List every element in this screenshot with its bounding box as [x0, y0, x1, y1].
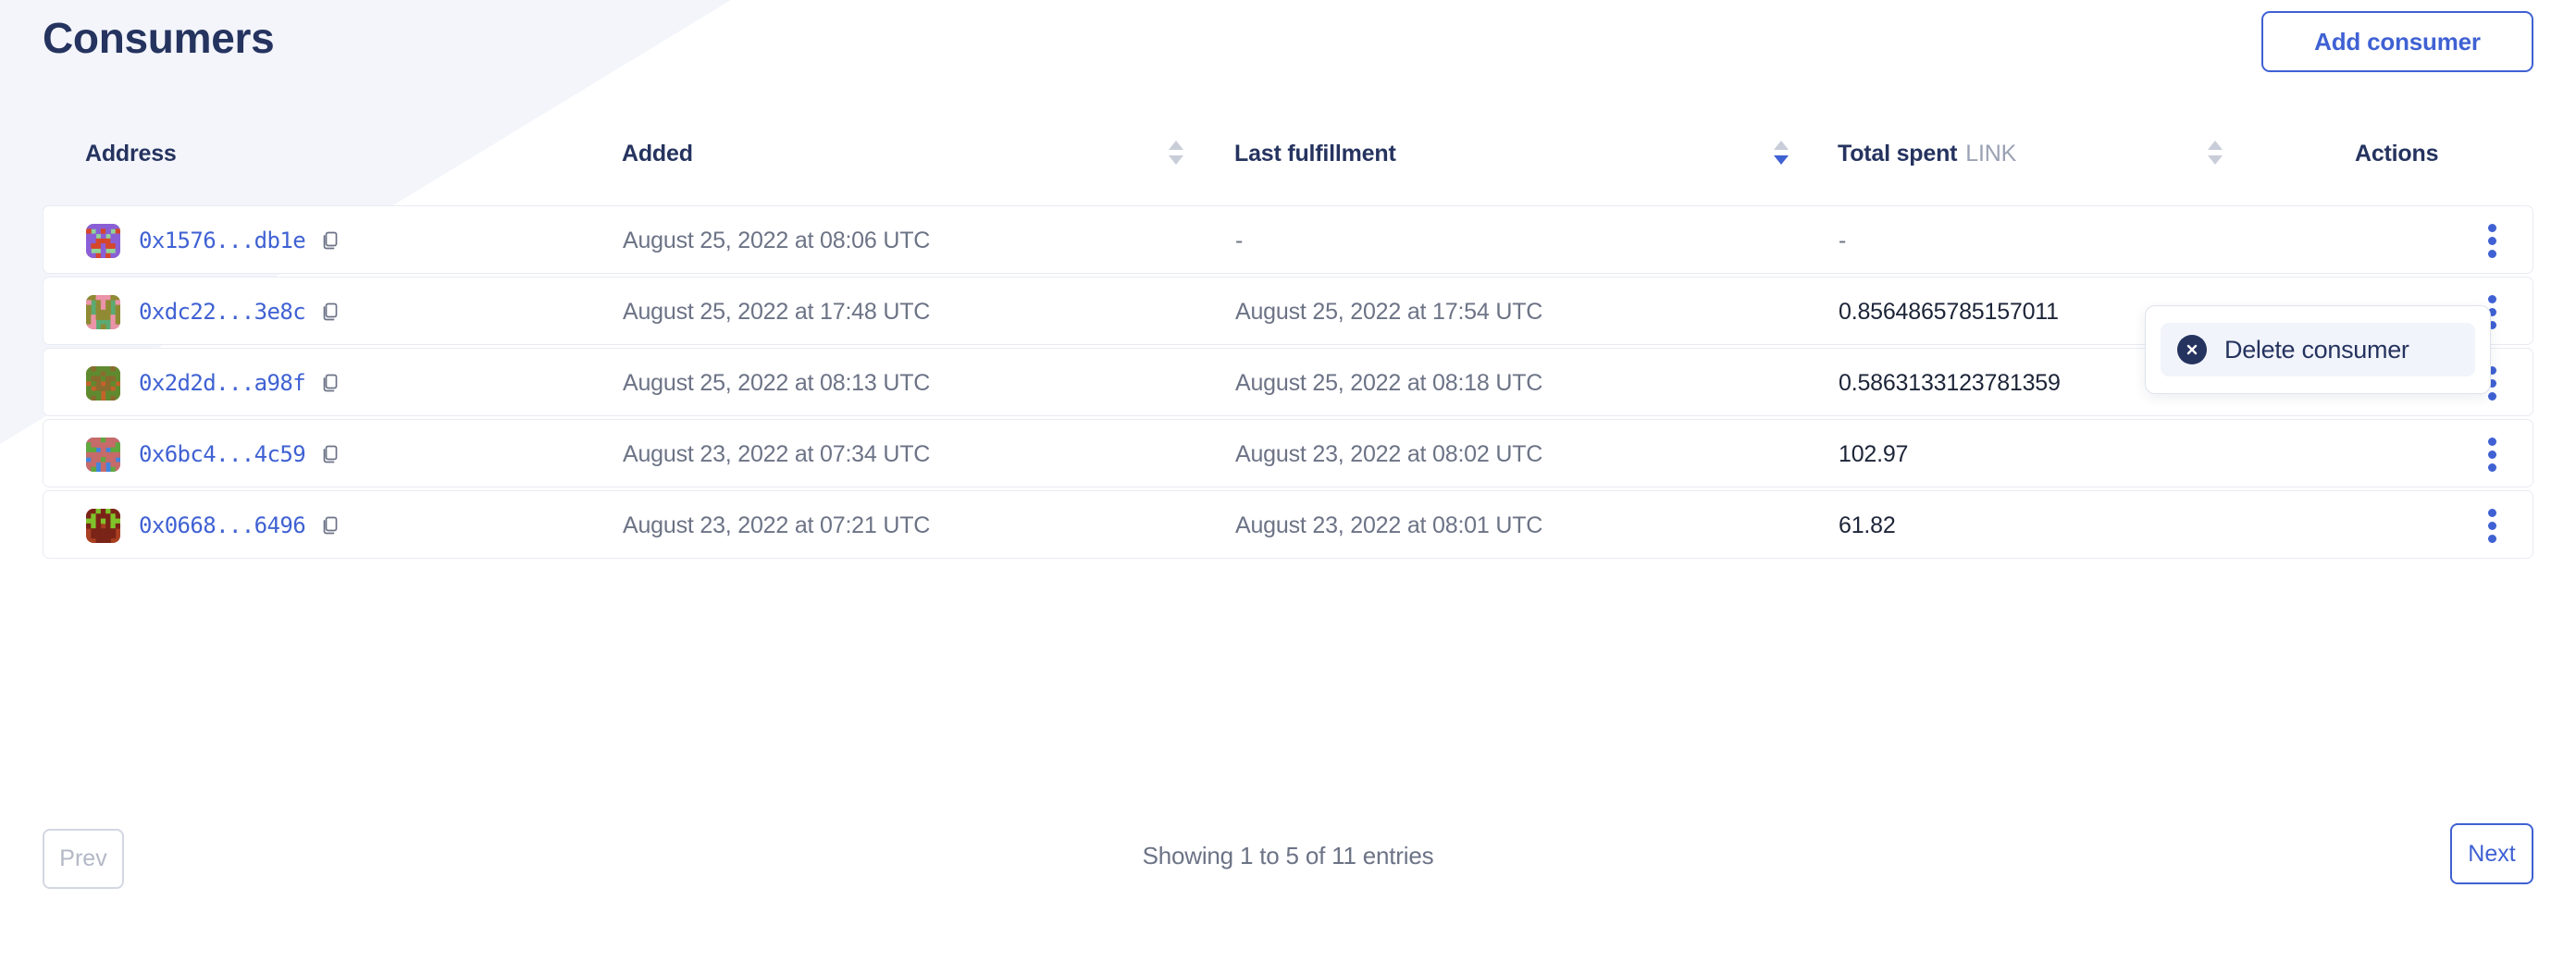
- row-actions-dropdown: Delete consumer: [2145, 305, 2491, 394]
- sort-toggle-last-fulfillment[interactable]: [1774, 138, 1792, 169]
- consumer-address-link[interactable]: 0xdc22...3e8c: [139, 299, 306, 325]
- added-timestamp: August 25, 2022 at 17:48 UTC: [623, 298, 931, 325]
- kebab-menu-icon[interactable]: [2471, 505, 2512, 546]
- total-spent-value: 0.8564865785157011: [1839, 298, 2059, 325]
- table-row: 0x0668...6496 August 23, 2022 at 07:21 UT…: [43, 490, 2533, 559]
- cell-total-spent: 0.5863133123781359: [1839, 349, 2061, 417]
- cell-actions: [2357, 420, 2534, 488]
- cell-added: August 23, 2022 at 07:34 UTC: [623, 420, 930, 488]
- total-spent-value: -: [1839, 227, 1847, 253]
- added-timestamp: August 25, 2022 at 08:13 UTC: [623, 369, 931, 396]
- pagination-info: Showing 1 to 5 of 11 entries: [1142, 842, 1434, 870]
- column-header-last-fulfillment[interactable]: Last fulfillment: [1234, 141, 1396, 167]
- last-fulfillment-timestamp: August 25, 2022 at 08:18 UTC: [1235, 369, 1543, 396]
- cell-last-fulfillment: August 25, 2022 at 08:18 UTC: [1235, 349, 1542, 417]
- cell-address: 0xdc22...3e8c: [43, 278, 342, 346]
- page-header: Consumers Add consumer: [0, 0, 2576, 102]
- cell-total-spent: 102.97: [1839, 420, 1908, 488]
- cell-added: August 25, 2022 at 08:06 UTC: [623, 206, 930, 275]
- total-spent-value: 0.5863133123781359: [1839, 369, 2061, 396]
- cell-added: August 25, 2022 at 17:48 UTC: [623, 278, 930, 346]
- sort-descending-arrow-icon: [1169, 155, 1183, 165]
- added-timestamp: August 23, 2022 at 07:34 UTC: [623, 440, 931, 467]
- total-spent-value: 61.82: [1839, 512, 1896, 538]
- added-timestamp: August 23, 2022 at 07:21 UTC: [623, 512, 931, 538]
- last-fulfillment-timestamp: August 25, 2022 at 17:54 UTC: [1235, 298, 1543, 325]
- column-header-address-label: Address: [85, 141, 177, 166]
- column-header-address: Address: [85, 141, 177, 167]
- cell-actions: [2357, 349, 2534, 417]
- page-title: Consumers: [43, 14, 275, 62]
- sort-ascending-arrow-icon: [1774, 141, 1789, 150]
- avatar-identicon-icon: [86, 365, 120, 401]
- sort-toggle-added[interactable]: [1169, 138, 1187, 169]
- kebab-menu-icon[interactable]: [2471, 220, 2512, 261]
- added-timestamp: August 25, 2022 at 08:06 UTC: [623, 227, 931, 253]
- table-row: 0x1576...db1e August 25, 2022 at 08:06 UT…: [43, 205, 2533, 274]
- kebab-menu-icon[interactable]: [2471, 291, 2512, 332]
- column-header-total-spent[interactable]: Total spent LINK: [1838, 141, 2016, 167]
- cell-address: 0x1576...db1e: [43, 206, 342, 275]
- copy-address-button[interactable]: [318, 371, 342, 395]
- total-spent-value: 102.97: [1839, 440, 1909, 467]
- avatar-identicon-icon: [86, 223, 120, 258]
- sort-descending-arrow-icon: [1774, 155, 1789, 165]
- cell-address: 0x0668...6496: [43, 491, 342, 560]
- avatar-identicon-icon: [86, 508, 120, 543]
- consumer-address-link[interactable]: 0x0668...6496: [139, 512, 306, 538]
- last-fulfillment-timestamp: August 23, 2022 at 08:02 UTC: [1235, 440, 1543, 467]
- x-circle-icon: [2177, 335, 2207, 364]
- consumer-address-link[interactable]: 0x2d2d...a98f: [139, 370, 306, 396]
- column-header-actions: Actions: [2355, 141, 2438, 167]
- last-fulfillment-timestamp: August 23, 2022 at 08:01 UTC: [1235, 512, 1543, 538]
- consumer-address-link[interactable]: 0x1576...db1e: [139, 228, 306, 253]
- cell-last-fulfillment: August 23, 2022 at 08:02 UTC: [1235, 420, 1542, 488]
- cell-last-fulfillment: -: [1235, 206, 1243, 275]
- avatar-identicon-icon: [86, 294, 120, 329]
- copy-address-button[interactable]: [318, 300, 342, 324]
- sort-descending-arrow-icon: [2208, 155, 2223, 165]
- column-header-last-fulfillment-label: Last fulfillment: [1234, 141, 1396, 166]
- table-row: 0x6bc4...4c59 August 23, 2022 at 07:34 UT…: [43, 419, 2533, 487]
- cell-last-fulfillment: August 25, 2022 at 17:54 UTC: [1235, 278, 1542, 346]
- delete-consumer-menu-item[interactable]: Delete consumer: [2161, 323, 2475, 376]
- cell-address: 0x6bc4...4c59: [43, 420, 342, 488]
- pagination-prev-button[interactable]: Prev: [43, 829, 124, 889]
- sort-toggle-total-spent[interactable]: [2208, 138, 2226, 169]
- pagination-bar: Prev Showing 1 to 5 of 11 entries Next: [0, 814, 2576, 916]
- sort-ascending-arrow-icon: [1169, 141, 1183, 150]
- cell-added: August 25, 2022 at 08:13 UTC: [623, 349, 930, 417]
- cell-total-spent: 61.82: [1839, 491, 1896, 560]
- cell-added: August 23, 2022 at 07:21 UTC: [623, 491, 930, 560]
- avatar-identicon-icon: [86, 437, 120, 472]
- cell-actions: [2357, 491, 2534, 560]
- copy-address-button[interactable]: [318, 513, 342, 537]
- last-fulfillment-timestamp: -: [1235, 227, 1244, 253]
- column-header-added[interactable]: Added: [622, 141, 693, 167]
- cell-actions: [2357, 206, 2534, 275]
- copy-address-button[interactable]: [318, 228, 342, 253]
- kebab-menu-icon[interactable]: [2471, 363, 2512, 403]
- table-header: Address Added Last fulfillment Total spe…: [0, 141, 2576, 196]
- cell-last-fulfillment: August 23, 2022 at 08:01 UTC: [1235, 491, 1542, 560]
- copy-address-button[interactable]: [318, 442, 342, 466]
- sort-ascending-arrow-icon: [2208, 141, 2223, 150]
- cell-actions: [2357, 278, 2534, 346]
- cell-address: 0x2d2d...a98f: [43, 349, 342, 417]
- kebab-menu-icon[interactable]: [2471, 434, 2512, 475]
- column-header-added-label: Added: [622, 141, 693, 166]
- pagination-next-button[interactable]: Next: [2450, 823, 2533, 884]
- column-header-total-spent-unit: LINK: [1965, 141, 2017, 166]
- delete-consumer-label: Delete consumer: [2224, 335, 2409, 364]
- consumer-address-link[interactable]: 0x6bc4...4c59: [139, 441, 306, 467]
- column-header-actions-label: Actions: [2355, 141, 2439, 166]
- cell-total-spent: -: [1839, 206, 1846, 275]
- add-consumer-button[interactable]: Add consumer: [2261, 11, 2533, 72]
- cell-total-spent: 0.8564865785157011: [1839, 278, 2059, 346]
- column-header-total-spent-label: Total spent: [1838, 141, 1958, 166]
